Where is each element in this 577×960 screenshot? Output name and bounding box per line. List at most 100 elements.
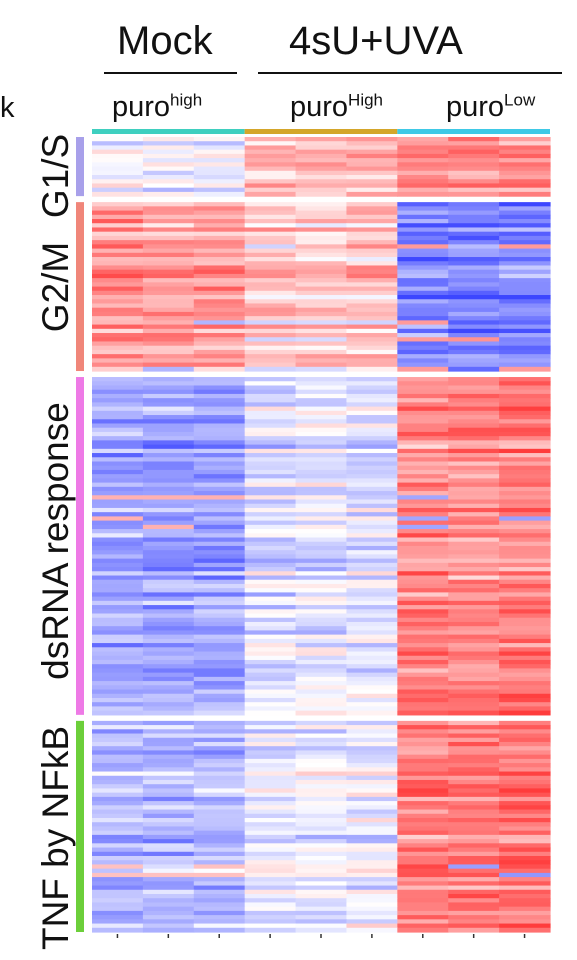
heatmap-cell	[244, 248, 297, 254]
heatmap-cell	[193, 771, 246, 777]
heatmap-cell	[193, 596, 246, 602]
heatmap-cell	[295, 813, 348, 819]
heatmap-cell	[295, 855, 348, 861]
heatmap-cell	[244, 767, 297, 773]
heatmap-cell	[92, 362, 144, 368]
heatmap-cell	[92, 923, 144, 929]
heatmap-cell	[448, 860, 500, 866]
heatmap-cell	[142, 822, 195, 828]
column-group-bar-2	[244, 129, 398, 134]
heatmap-cell	[448, 927, 500, 933]
heatmap-cell	[448, 290, 500, 296]
heatmap-cell	[397, 613, 449, 619]
heatmap-cell	[346, 915, 398, 920]
heatmap-cell	[448, 175, 500, 180]
heatmap-cell	[142, 402, 195, 408]
heatmap-cell	[448, 609, 500, 615]
heatmap-cell	[193, 575, 246, 581]
heatmap-cell	[448, 440, 500, 446]
heatmap-cell	[448, 855, 500, 861]
heatmap-cell	[295, 702, 348, 708]
heatmap-cell	[448, 183, 500, 189]
heatmap-cell	[92, 621, 144, 627]
heatmap-cell	[346, 311, 398, 317]
heatmap-cell	[92, 681, 144, 686]
heatmap-cell	[448, 596, 500, 602]
heatmap-cell	[142, 520, 195, 526]
heatmap-cell	[92, 750, 144, 756]
heatmap-cell	[397, 406, 449, 412]
heatmap-cell	[244, 855, 297, 861]
heatmap-cell	[448, 847, 500, 853]
heatmap-cell	[346, 792, 398, 798]
heatmap-cell	[142, 141, 195, 147]
heatmap-cell	[92, 219, 144, 224]
heatmap-cell	[142, 257, 195, 262]
heatmap-cell	[142, 341, 195, 347]
heatmap-cell	[295, 385, 348, 391]
heatmap-cell	[193, 689, 246, 695]
heatmap-cell	[448, 583, 500, 589]
heatmap-cell	[244, 915, 297, 920]
heatmap-cell	[346, 575, 398, 581]
heatmap-cell	[92, 847, 144, 853]
heatmap-cell	[346, 202, 398, 207]
heatmap-cell	[346, 834, 398, 840]
heatmap-cell	[448, 796, 500, 802]
heatmap-cell	[397, 758, 449, 764]
heatmap-cell	[346, 621, 398, 627]
heatmap-cell	[448, 278, 500, 283]
heatmap-cell	[295, 282, 348, 288]
heatmap-cell	[142, 503, 195, 509]
heatmap-cell	[92, 261, 144, 267]
heatmap-cell	[346, 796, 398, 802]
heatmap-cell	[346, 613, 398, 619]
heatmap-cell	[244, 621, 297, 627]
heatmap-cell	[397, 805, 449, 811]
heatmap-cell	[346, 830, 398, 836]
heatmap-cell	[448, 444, 500, 450]
heatmap-cell	[193, 889, 246, 895]
heatmap-cell	[346, 235, 398, 241]
heatmap-cell	[499, 860, 551, 866]
heatmap-cell	[397, 801, 449, 806]
heatmap-cell	[499, 149, 551, 155]
heatmap-cell	[142, 385, 195, 391]
heatmap-cell	[92, 393, 144, 399]
heatmap-cell	[346, 817, 398, 823]
heatmap-cell	[499, 337, 551, 343]
heatmap-cell	[295, 278, 348, 283]
heatmap-cell	[244, 545, 297, 551]
heatmap-cell	[92, 545, 144, 551]
heatmap-cell	[295, 393, 348, 399]
heatmap-cell	[448, 533, 500, 539]
heatmap-cell	[448, 588, 500, 593]
heatmap-cell	[193, 406, 246, 412]
heatmap-cell	[448, 244, 500, 250]
heatmap-cell	[193, 210, 246, 216]
heatmap-cell	[92, 354, 144, 359]
heatmap-cell	[346, 170, 398, 176]
heatmap-cell	[499, 647, 551, 653]
heatmap-cell	[142, 431, 195, 437]
heatmap-cell	[193, 307, 246, 313]
heatmap-cell	[142, 235, 195, 241]
heatmap-cell	[346, 733, 398, 739]
heatmap-cell	[499, 307, 551, 313]
heatmap-cell	[92, 817, 144, 823]
heatmap-cell	[397, 881, 449, 887]
heatmap-cell	[142, 231, 195, 237]
heatmap-cell	[142, 847, 195, 853]
heatmap-cell	[193, 362, 246, 368]
heatmap-cell	[397, 830, 449, 836]
heatmap-cell	[92, 491, 144, 496]
heatmap-cell	[92, 868, 144, 874]
heatmap-cell	[346, 402, 398, 408]
heatmap-cell	[295, 613, 348, 619]
heatmap-cell	[499, 486, 551, 492]
heatmap-cell	[499, 630, 551, 636]
heatmap-cell	[295, 758, 348, 764]
heatmap-cell	[92, 486, 144, 492]
heatmap-cell	[499, 227, 551, 233]
heatmap-cell	[92, 252, 144, 258]
